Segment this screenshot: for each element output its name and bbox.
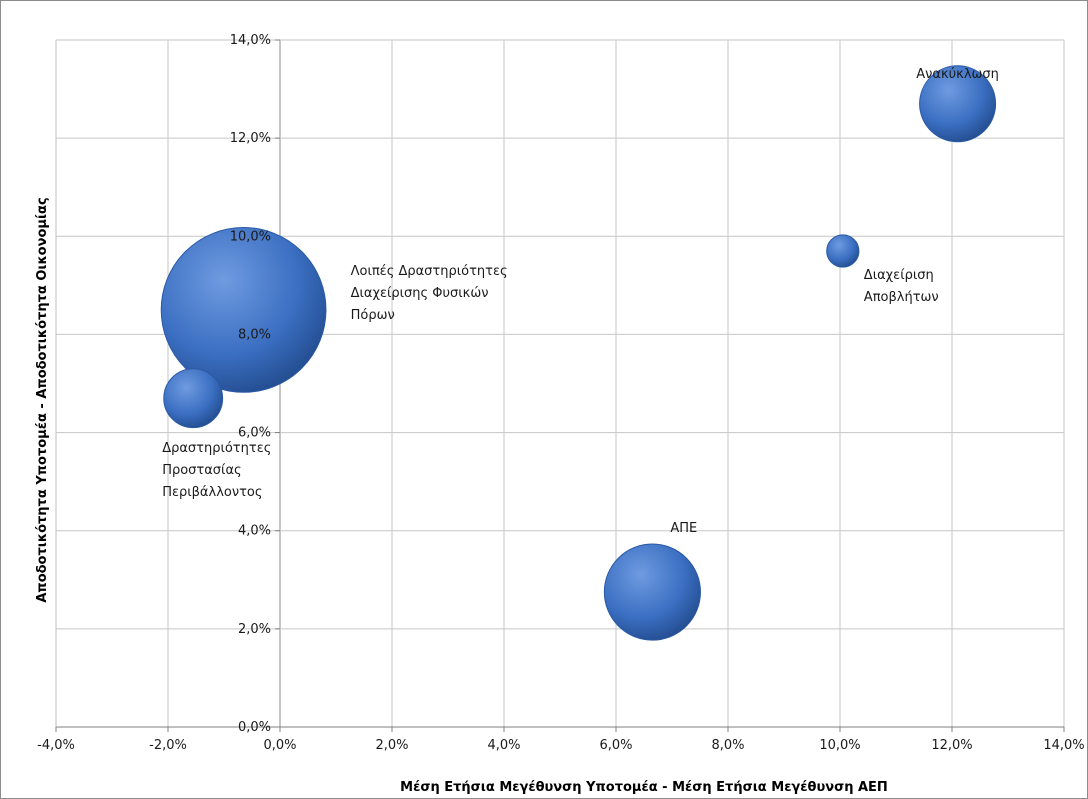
bubble xyxy=(603,543,701,641)
y-axis-title: Αποδοτικότητα Υποτομέα - Αποδοτικότητα Ο… xyxy=(35,197,50,602)
bubble-label: Αποβλήτων xyxy=(864,290,939,305)
bubble-label: Λοιπές Δραστηριότητες xyxy=(351,264,508,279)
x-tick-label: 4,0% xyxy=(487,738,520,753)
bubble xyxy=(919,65,997,143)
x-axis-title: Μέση Ετήσια Μεγέθυνση Υποτομέα - Μέση Ετ… xyxy=(400,780,888,795)
bubble xyxy=(826,234,860,268)
y-tick-label: 14,0% xyxy=(230,33,271,48)
x-tick-label: 8,0% xyxy=(711,738,744,753)
y-tick-label: 10,0% xyxy=(230,229,271,244)
y-tick-label: 12,0% xyxy=(230,131,271,146)
x-tick-label: -4,0% xyxy=(37,738,75,753)
bubble-label: Περιβάλλοντος xyxy=(162,485,262,500)
bubble-label: Προστασίας xyxy=(162,463,241,478)
x-tick-label: 14,0% xyxy=(1043,738,1084,753)
y-tick-label: 2,0% xyxy=(238,622,271,637)
bubble-label: Ανακύκλωση xyxy=(916,67,999,82)
x-tick-label: 10,0% xyxy=(819,738,860,753)
y-tick-label: 4,0% xyxy=(238,524,271,539)
y-tick-label: 8,0% xyxy=(238,327,271,342)
bubble xyxy=(163,368,224,429)
x-tick-label: 6,0% xyxy=(599,738,632,753)
bubble-label: ΑΠΕ xyxy=(670,521,697,536)
y-tick-label: 6,0% xyxy=(238,426,271,441)
y-tick-label: 0,0% xyxy=(238,720,271,735)
x-tick-label: 12,0% xyxy=(931,738,972,753)
x-tick-label: 0,0% xyxy=(263,738,296,753)
bubble-label: Διαχείριση xyxy=(864,268,934,283)
x-tick-label: -2,0% xyxy=(149,738,187,753)
bubble-label: Πόρων xyxy=(351,308,395,323)
bubble-label: Διαχείρισης Φυσικών xyxy=(351,286,489,301)
x-tick-label: 2,0% xyxy=(375,738,408,753)
bubble xyxy=(160,227,327,393)
bubble-label: Δραστηριότητες xyxy=(162,441,271,456)
